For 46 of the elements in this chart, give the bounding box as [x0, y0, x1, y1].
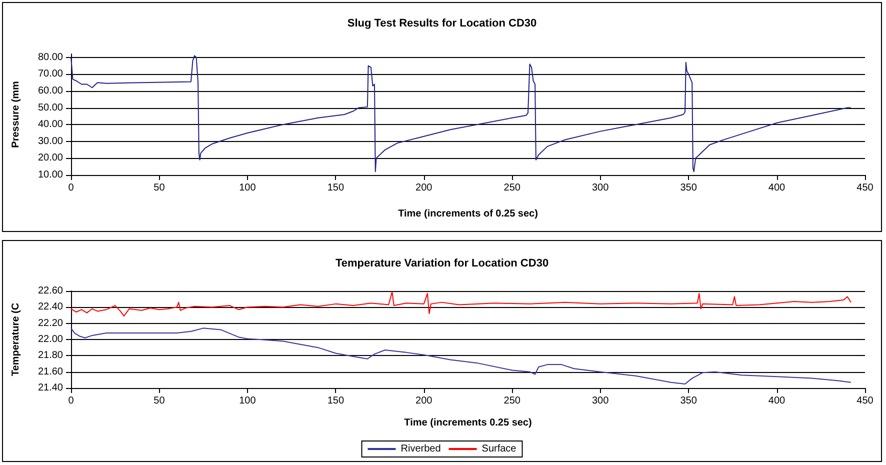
x-tick-label: 50 [154, 182, 166, 194]
x-tick-label: 0 [68, 396, 74, 406]
y-tick-label: 80.00 [38, 52, 64, 63]
line-series [70, 291, 852, 317]
y-tick-label: 21.40 [38, 382, 64, 394]
y-tick-label: 22.60 [38, 286, 64, 296]
x-tick-label: 150 [327, 182, 344, 194]
y-tick-label: 10.00 [38, 170, 64, 180]
y-tick-label: 20.00 [38, 152, 64, 164]
x-tick-label: 200 [416, 396, 433, 406]
legend-label: Surface [482, 444, 517, 454]
x-axis-title: Time (increments 0.25 sec) [404, 418, 532, 428]
x-tick-label: 150 [327, 396, 344, 406]
legend-label: Riverbed [400, 444, 441, 454]
x-tick-label: 50 [154, 396, 166, 406]
x-tick-label: 450 [856, 396, 874, 406]
y-tick-label: 70.00 [38, 68, 64, 80]
y-tick-label: 22.40 [38, 302, 64, 313]
x-tick-label: 300 [592, 182, 610, 194]
y-tick-label: 21.80 [38, 350, 64, 362]
x-tick-label: 300 [592, 396, 610, 406]
x-tick-label: 400 [768, 182, 786, 194]
y-tick-label: 30.00 [38, 136, 64, 147]
y-axis-title: Temperature (C [10, 302, 22, 376]
chart-title: Slug Test Results for Location CD30 [347, 18, 537, 30]
chart-title: Temperature Variation for Location CD30 [335, 258, 549, 270]
y-tick-label: 22.20 [38, 318, 64, 329]
y-tick-label: 40.00 [38, 119, 64, 130]
x-tick-label: 100 [239, 182, 256, 194]
y-axis-title: Pressure (mm [10, 81, 22, 148]
x-tick-label: 350 [680, 182, 698, 194]
y-tick-label: 60.00 [38, 85, 64, 96]
x-tick-label: 200 [416, 182, 433, 194]
x-axis-title: Time (increments of 0.25 sec) [398, 208, 538, 220]
x-tick-label: 100 [239, 396, 256, 406]
x-tick-label: 350 [680, 396, 698, 406]
x-tick-label: 400 [768, 396, 786, 406]
x-tick-label: 250 [504, 396, 521, 406]
y-tick-label: 50.00 [38, 102, 64, 114]
x-tick-label: 0 [68, 182, 74, 194]
x-tick-label: 450 [856, 182, 874, 194]
line-series [70, 328, 852, 384]
line-series [70, 55, 852, 172]
x-tick-label: 250 [504, 182, 521, 194]
y-tick-label: 22.00 [38, 334, 64, 345]
y-tick-label: 21.60 [38, 366, 64, 378]
